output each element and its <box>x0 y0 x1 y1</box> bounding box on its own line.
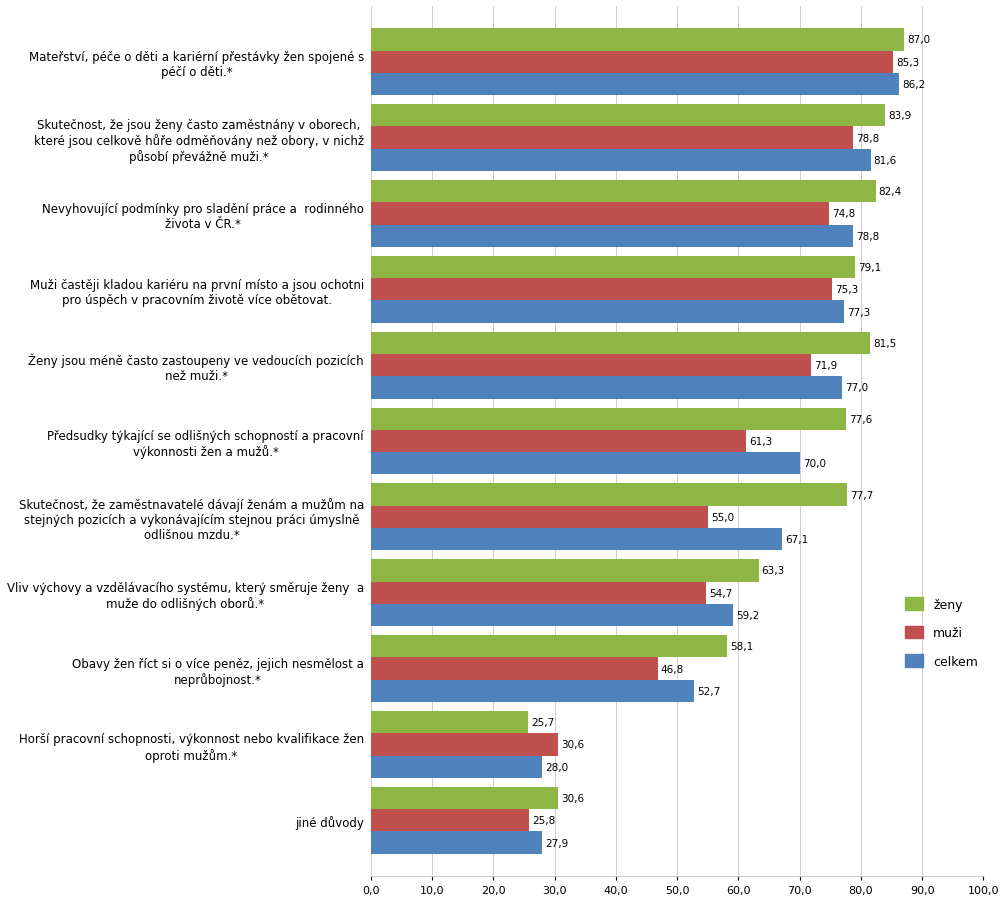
Bar <box>371 203 829 226</box>
Text: 77,7: 77,7 <box>850 490 873 500</box>
Bar <box>371 256 855 279</box>
Text: 67,1: 67,1 <box>785 535 808 545</box>
Bar <box>371 529 782 551</box>
Bar <box>371 150 870 172</box>
Text: 82,4: 82,4 <box>878 187 901 197</box>
Bar <box>371 635 726 658</box>
Text: 59,2: 59,2 <box>736 611 760 621</box>
Bar <box>371 377 842 400</box>
Text: 71,9: 71,9 <box>814 361 838 371</box>
Bar <box>371 74 898 97</box>
Text: 30,6: 30,6 <box>561 793 584 803</box>
Text: 25,8: 25,8 <box>532 815 555 825</box>
Bar <box>371 453 800 475</box>
Bar <box>371 832 542 854</box>
Bar <box>371 483 847 506</box>
Text: 46,8: 46,8 <box>661 664 684 674</box>
Text: 87,0: 87,0 <box>906 35 930 45</box>
Bar <box>371 332 870 354</box>
Text: 81,6: 81,6 <box>873 156 897 166</box>
Text: 55,0: 55,0 <box>711 512 734 522</box>
Bar <box>371 354 811 377</box>
Bar <box>371 604 733 627</box>
Bar <box>371 733 558 756</box>
Text: 78,8: 78,8 <box>856 133 880 143</box>
Bar <box>371 226 853 248</box>
Bar <box>371 756 542 778</box>
Text: 63,3: 63,3 <box>762 566 785 575</box>
Bar <box>371 279 832 301</box>
Bar <box>371 658 658 680</box>
Bar <box>371 787 558 809</box>
Bar <box>371 809 529 832</box>
Text: 85,3: 85,3 <box>896 58 919 68</box>
Bar <box>371 506 708 529</box>
Text: 86,2: 86,2 <box>901 80 926 90</box>
Text: 83,9: 83,9 <box>887 111 911 121</box>
Text: 81,5: 81,5 <box>873 338 896 348</box>
Bar <box>371 680 694 703</box>
Legend: ženy, muži, celkem: ženy, muži, celkem <box>899 593 983 673</box>
Text: 78,8: 78,8 <box>856 232 880 242</box>
Bar <box>371 301 844 324</box>
Text: 75,3: 75,3 <box>835 285 858 295</box>
Bar <box>371 430 746 453</box>
Text: 54,7: 54,7 <box>709 588 732 598</box>
Text: 74,8: 74,8 <box>832 209 855 219</box>
Text: 79,1: 79,1 <box>858 262 881 272</box>
Text: 28,0: 28,0 <box>545 762 568 772</box>
Bar <box>371 29 903 51</box>
Text: 61,3: 61,3 <box>749 437 773 446</box>
Text: 77,0: 77,0 <box>845 383 868 393</box>
Text: 70,0: 70,0 <box>803 459 826 469</box>
Bar <box>371 180 875 203</box>
Bar <box>371 559 759 582</box>
Bar <box>371 105 884 127</box>
Text: 30,6: 30,6 <box>561 740 584 750</box>
Text: 77,3: 77,3 <box>847 308 870 318</box>
Bar <box>371 51 893 74</box>
Bar <box>371 408 846 430</box>
Bar <box>371 582 706 604</box>
Text: 77,6: 77,6 <box>849 414 872 424</box>
Bar <box>371 127 853 150</box>
Text: 52,7: 52,7 <box>697 686 720 696</box>
Text: 58,1: 58,1 <box>729 641 753 651</box>
Text: 27,9: 27,9 <box>545 838 568 848</box>
Text: 25,7: 25,7 <box>531 717 554 727</box>
Bar <box>371 711 528 733</box>
